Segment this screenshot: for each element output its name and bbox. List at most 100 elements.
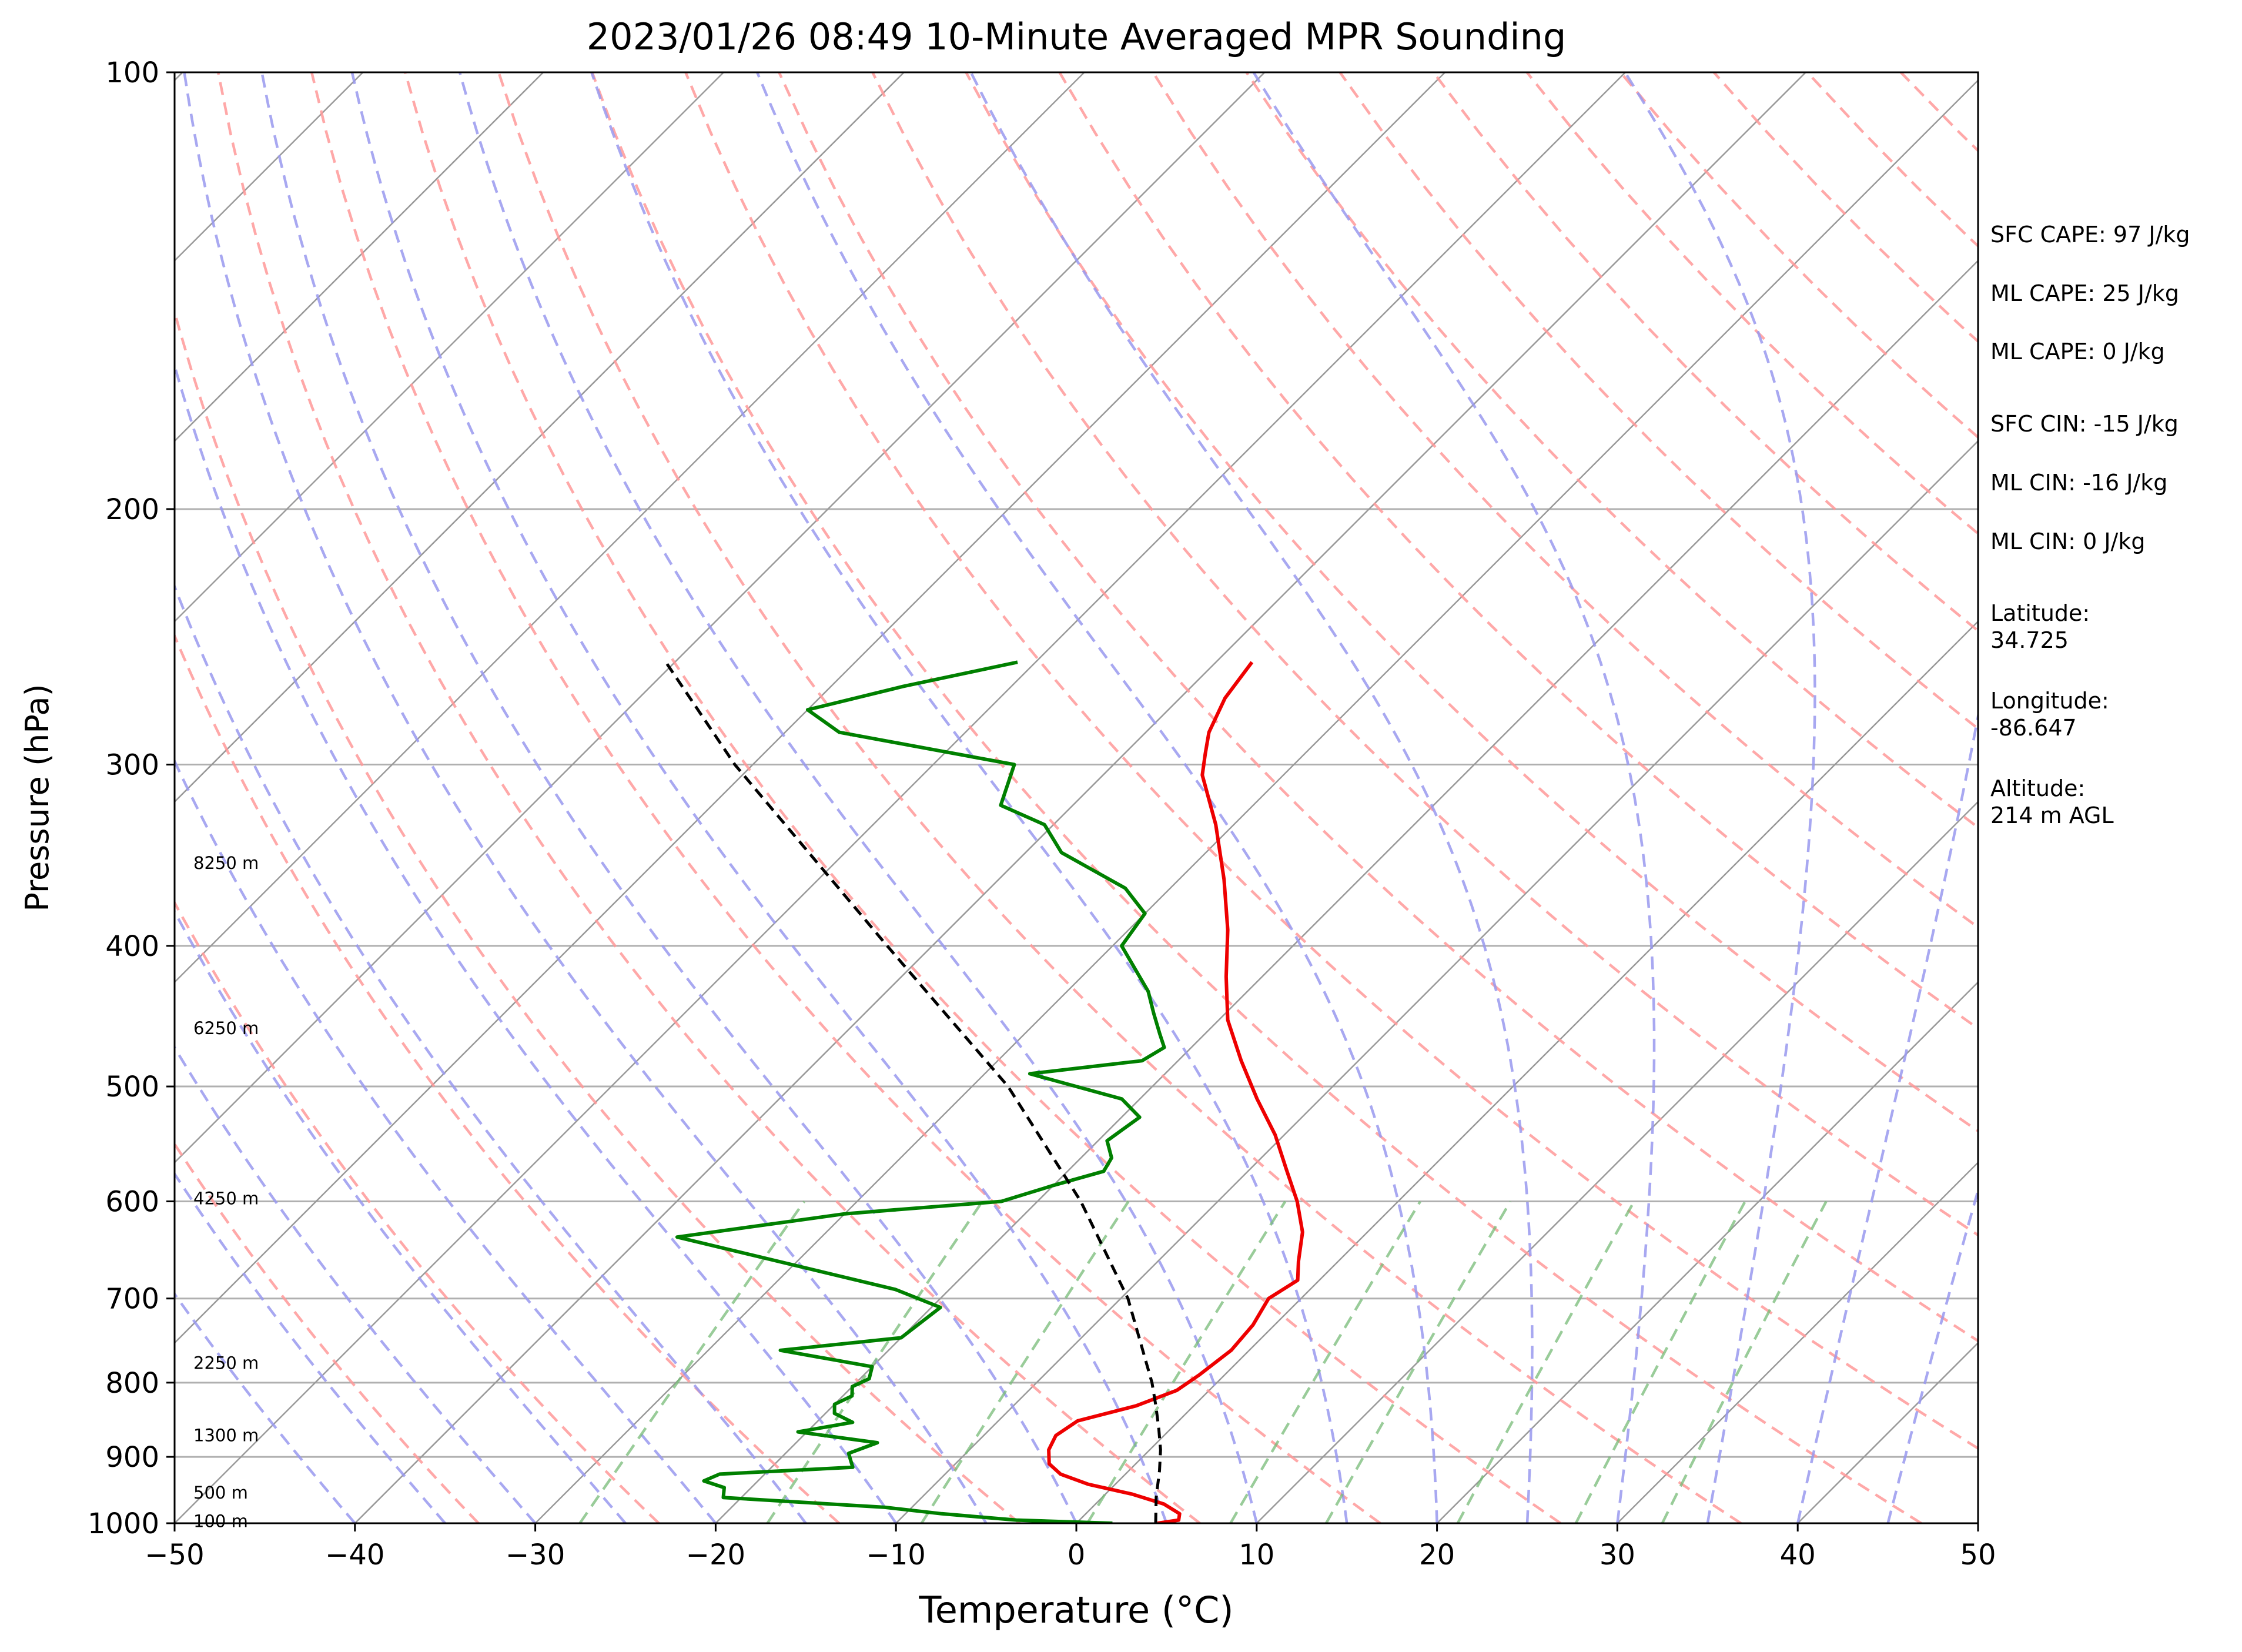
isotherm-line [175,72,1446,1344]
annotation-text: Longitude: [1990,688,2109,714]
dry-adiabat-line [1245,72,1978,830]
y-axis-label: Pressure (hPa) [19,684,56,911]
moist-adiabat-line [260,72,1078,1523]
annotation-text: -86.647 [1990,715,2077,741]
y-tick-label: 500 [105,1071,159,1103]
annotation-text: SFC CIN: -15 J/kg [1990,411,2179,437]
isotherm-line [175,72,1266,1164]
dry-adiabat-line [310,72,1381,1523]
isotherm-line [354,72,1806,1523]
dry-adiabat-line [404,72,1562,1523]
annotation-text: 34.725 [1990,627,2069,653]
height-labels: 8250 m 6250 m 4250 m 2250 m 1300 m 500 m 100 m [193,853,259,1531]
y-tick-label: 100 [105,56,159,89]
y-tick-label: 1000 [88,1507,159,1540]
isotherm-line [1436,981,1978,1523]
data-lines [664,660,1304,1523]
moist-adiabat-line [175,1171,446,1523]
isotherm-line [895,440,1978,1523]
y-tick-label: 200 [105,493,159,526]
isotherm-line [1076,620,1978,1523]
height-label: 6250 m [193,1018,259,1038]
chart-title: 2023/01/26 08:49 10-Minute Averaged MPR … [587,15,1567,58]
x-axis-label: Temperature (°C) [918,1589,1233,1631]
y-tick-label: 800 [105,1367,159,1400]
dry-adiabat-line [175,306,1020,1523]
annotation-text: 214 m AGL [1990,802,2114,828]
dry-adiabat-line [965,72,1978,1133]
mixing-ratio-line [1574,1200,1746,1523]
height-label: 8250 m [193,853,259,873]
height-label: 100 m [193,1511,248,1531]
annotation-panel: SFC CAPE: 97 J/kg ML CAPE: 25 J/kg ML CAPE… [1990,222,2190,828]
x-tick-label: 40 [1780,1539,1816,1571]
mixing-ratio-line [1325,1200,1512,1523]
mixing-ratio-line [920,1200,1130,1523]
dry-adiabat-line [684,72,1978,1450]
dry-adiabat-line [497,72,1742,1523]
dry-adiabat-line [591,72,1922,1523]
mixing-ratio-line [1661,1200,1828,1523]
dry-adiabat-line [216,72,1201,1523]
isotherm-line [175,72,544,442]
mixing-ratio-line [1456,1200,1635,1523]
x-tick-label: 30 [1599,1539,1635,1571]
dry-adiabat-line [1152,72,1978,929]
temperature-trace [1047,661,1304,1523]
moist-adiabat-line [175,360,898,1523]
height-label: 4250 m [193,1188,259,1208]
isotherm-line [175,72,905,803]
annotation-text: ML CAPE: 25 J/kg [1990,280,2179,306]
x-tick-label: 50 [1960,1539,1996,1571]
dry-adiabat-line [175,632,841,1523]
x-tick-label: −30 [506,1539,565,1571]
dewpoint-trace [675,660,1166,1523]
mixing-ratio-line [1229,1200,1422,1523]
axis-ticks: −50 −40 −30 −20 −10 0 10 20 30 40 50 100 200 300 400 50… [88,56,1996,1571]
moist-adiabat-line [1886,1185,1978,1523]
mixing-ratio-line [578,1200,806,1523]
moist-adiabat-line [175,758,717,1523]
x-tick-label: −20 [686,1539,745,1571]
background-lines [175,72,1978,1523]
annotation-text: ML CIN: 0 J/kg [1990,529,2145,554]
isotherm-line [534,79,1978,1523]
moist-adiabat-line [175,909,627,1523]
x-tick-label: 10 [1239,1539,1274,1571]
y-tick-label: 300 [105,749,159,782]
annotation-text: SFC CAPE: 97 J/kg [1990,222,2190,248]
moist-adiabat-line [350,72,1168,1523]
moist-adiabat-line [175,583,807,1523]
isotherm-line [1617,1161,1978,1523]
annotation-text: Latitude: [1990,600,2090,626]
moist-adiabat-line [590,72,1348,1523]
dry-adiabat-line [871,72,1978,1237]
isotherm-line [175,72,1085,984]
dry-adiabat-line [175,899,660,1523]
height-label: 2250 m [193,1353,259,1373]
parcel-trace [664,661,1162,1523]
moist-adiabat-line [756,72,1438,1523]
x-tick-label: 0 [1068,1539,1086,1571]
moist-adiabat-line [175,1292,356,1523]
isotherm-line [715,259,1978,1523]
moist-adiabat-line [458,72,1258,1523]
x-tick-label: −10 [866,1539,926,1571]
y-tick-label: 900 [105,1441,159,1474]
dry-adiabat-line [175,1141,480,1523]
height-label: 1300 m [193,1425,259,1445]
moist-adiabat-line [969,72,1534,1523]
moist-adiabat-line [183,72,988,1523]
y-tick-label: 700 [105,1283,159,1316]
y-tick-label: 600 [105,1185,159,1218]
y-tick-label: 400 [105,930,159,963]
annotation-text: ML CIN: -16 J/kg [1990,470,2167,496]
x-tick-label: −40 [325,1539,384,1571]
moist-adiabat-line [175,1045,537,1523]
moist-adiabat-line [1796,709,1978,1523]
x-tick-label: −50 [145,1539,204,1571]
mixing-ratio-line [1086,1200,1287,1523]
isotherm-line [1256,801,1978,1523]
x-tick-label: 20 [1419,1539,1455,1571]
